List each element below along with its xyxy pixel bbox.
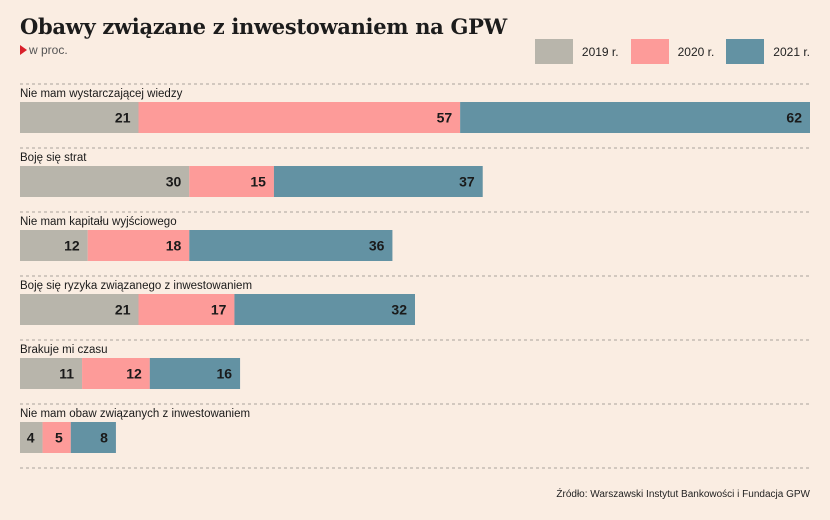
bar-segment <box>189 230 393 261</box>
bar-segment <box>149 358 241 389</box>
legend-swatch <box>726 39 765 64</box>
category-label: Nie mam kapitału wyjściowego <box>20 216 177 228</box>
data-label: 57 <box>437 110 453 126</box>
data-label: 18 <box>166 238 182 254</box>
data-label: 4 <box>27 430 35 446</box>
bar-segment <box>20 358 83 389</box>
source-note: Źródło: Warszawski Instytut Bankowości i… <box>556 489 810 500</box>
bar-segment <box>20 294 139 325</box>
data-label: 62 <box>786 110 802 126</box>
legend-item-2020: 2020 r. <box>630 39 715 64</box>
category-label: Brakuje mi czasu <box>20 344 108 356</box>
data-label: 21 <box>115 110 131 126</box>
legend-item-2019: 2019 r. <box>534 39 619 64</box>
unit-label: w proc. <box>29 43 68 57</box>
data-label: 37 <box>459 174 475 190</box>
bar-segment <box>460 102 810 133</box>
chart-subtitle: w proc. <box>20 43 68 57</box>
legend-label: 2019 r. <box>581 44 619 59</box>
legend-swatch <box>534 39 573 64</box>
bar-segment <box>20 102 139 133</box>
data-label: 5 <box>55 430 63 446</box>
data-label: 12 <box>64 238 80 254</box>
bar-segment <box>20 166 190 197</box>
data-label: 16 <box>216 366 232 382</box>
bar-segment <box>234 294 415 325</box>
category-label: Boję się ryzyka związanego z inwestowani… <box>20 280 252 292</box>
data-label: 8 <box>100 430 108 446</box>
data-label: 32 <box>391 302 407 318</box>
bar-segment <box>20 230 88 261</box>
data-label: 15 <box>250 174 266 190</box>
category-label: Nie mam obaw związanych z inwestowaniem <box>20 408 250 420</box>
data-label: 36 <box>369 238 385 254</box>
bar-segment <box>70 422 116 453</box>
legend-label: 2020 r. <box>677 44 715 59</box>
data-label: 17 <box>211 302 227 318</box>
bar-segment <box>20 422 43 453</box>
chart-title: Obawy związane z inwestowaniem na GPW <box>20 14 507 39</box>
bar-segment <box>273 166 483 197</box>
bar-segment <box>42 422 71 453</box>
triangle-marker-icon <box>20 45 27 55</box>
data-label: 21 <box>115 302 131 318</box>
bar-segment <box>82 358 150 389</box>
legend-item-2021: 2021 r. <box>726 39 810 64</box>
data-label: 30 <box>166 174 182 190</box>
bar-segment <box>138 294 235 325</box>
category-label: Boję się strat <box>20 152 87 164</box>
bar-segment <box>87 230 190 261</box>
chart-legend: 2019 r. 2020 r. 2021 r. <box>523 39 810 64</box>
legend-label: 2021 r. <box>773 44 810 59</box>
data-label: 12 <box>126 366 142 382</box>
bar-segment <box>189 166 274 197</box>
data-label: 11 <box>59 366 74 382</box>
legend-swatch <box>630 39 669 64</box>
bar-segment <box>138 102 461 133</box>
category-label: Nie mam wystarczającej wiedzy <box>20 88 183 100</box>
